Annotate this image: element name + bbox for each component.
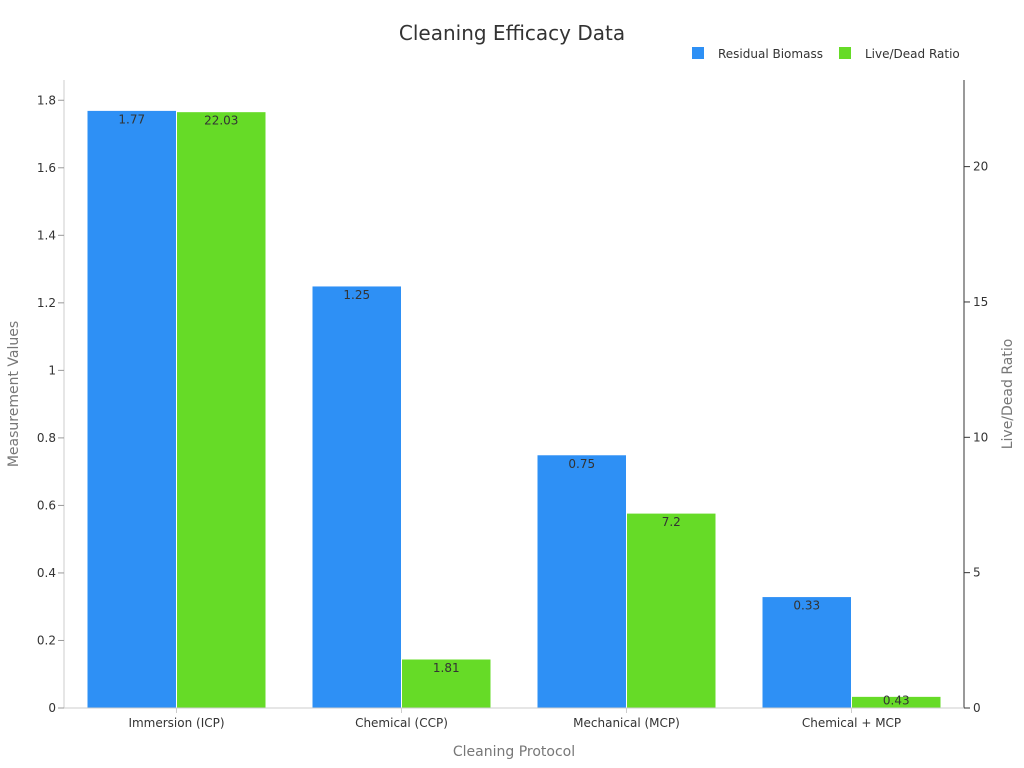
data-label: 7.2 [662, 515, 681, 529]
y-tick-label: 0 [48, 701, 56, 715]
y-tick-label: 1.8 [37, 93, 56, 107]
data-label: 0.33 [793, 599, 820, 613]
bar-live-dead-ratio [401, 658, 492, 709]
bar-live-dead-ratio [176, 111, 267, 709]
y-tick-label: 0.6 [37, 498, 56, 512]
data-label: 0.75 [568, 457, 595, 471]
legend-label-residual-biomass: Residual Biomass [718, 47, 823, 61]
legend-swatch-live-dead-ratio [839, 47, 851, 59]
y2-tick-label: 20 [973, 160, 988, 174]
y-axis-title: Measurement Values [6, 321, 22, 467]
legend-swatch-residual-biomass [692, 47, 704, 59]
bar-residual-biomass [311, 285, 402, 709]
legend-item-residual-biomass[interactable]: Residual Biomass [692, 47, 823, 61]
data-label: 1.25 [343, 288, 370, 302]
data-label: 1.81 [433, 661, 460, 675]
y2-tick-label: 15 [973, 295, 988, 309]
y2-axis-title: Live/Dead Ratio [1000, 339, 1016, 450]
y-tick-label: 1.6 [37, 161, 56, 175]
data-label: 0.43 [883, 693, 910, 707]
y-tick-label: 0.8 [37, 431, 56, 445]
axes-layer: Immersion (ICP) Chemical (CCP) Mechanical … [37, 80, 988, 730]
chart-title: Cleaning Efficacy Data [399, 21, 625, 45]
y2-tick-label: 0 [973, 701, 981, 715]
data-label: 1.77 [118, 112, 145, 126]
data-label: 22.03 [204, 114, 238, 128]
x-tick-label: Immersion (ICP) [128, 716, 224, 730]
x-tick-label: Mechanical (MCP) [573, 716, 680, 730]
legend: Residual Biomass Live/Dead Ratio [692, 47, 960, 61]
legend-item-live-dead-ratio[interactable]: Live/Dead Ratio [839, 47, 960, 61]
x-tick-label: Chemical (CCP) [355, 716, 448, 730]
bar-live-dead-ratio [626, 512, 717, 709]
y2-tick-label: 10 [973, 430, 988, 444]
x-tick-label: Chemical + MCP [802, 716, 901, 730]
bar-residual-biomass [86, 109, 177, 709]
x-axis-title: Cleaning Protocol [453, 744, 575, 760]
legend-label-live-dead-ratio: Live/Dead Ratio [865, 47, 960, 61]
y-tick-label: 0.2 [37, 633, 56, 647]
bar-residual-biomass [761, 596, 852, 709]
bar-residual-biomass [536, 454, 627, 709]
y2-tick-label: 5 [973, 566, 981, 580]
bars-layer: 1.77 22.03 1.25 1.81 0.75 7.2 0.33 0.43 [86, 109, 942, 709]
y-tick-label: 1 [48, 363, 56, 377]
y-tick-label: 1.2 [37, 296, 56, 310]
y-tick-label: 1.4 [37, 228, 56, 242]
y-tick-label: 0.4 [37, 566, 56, 580]
